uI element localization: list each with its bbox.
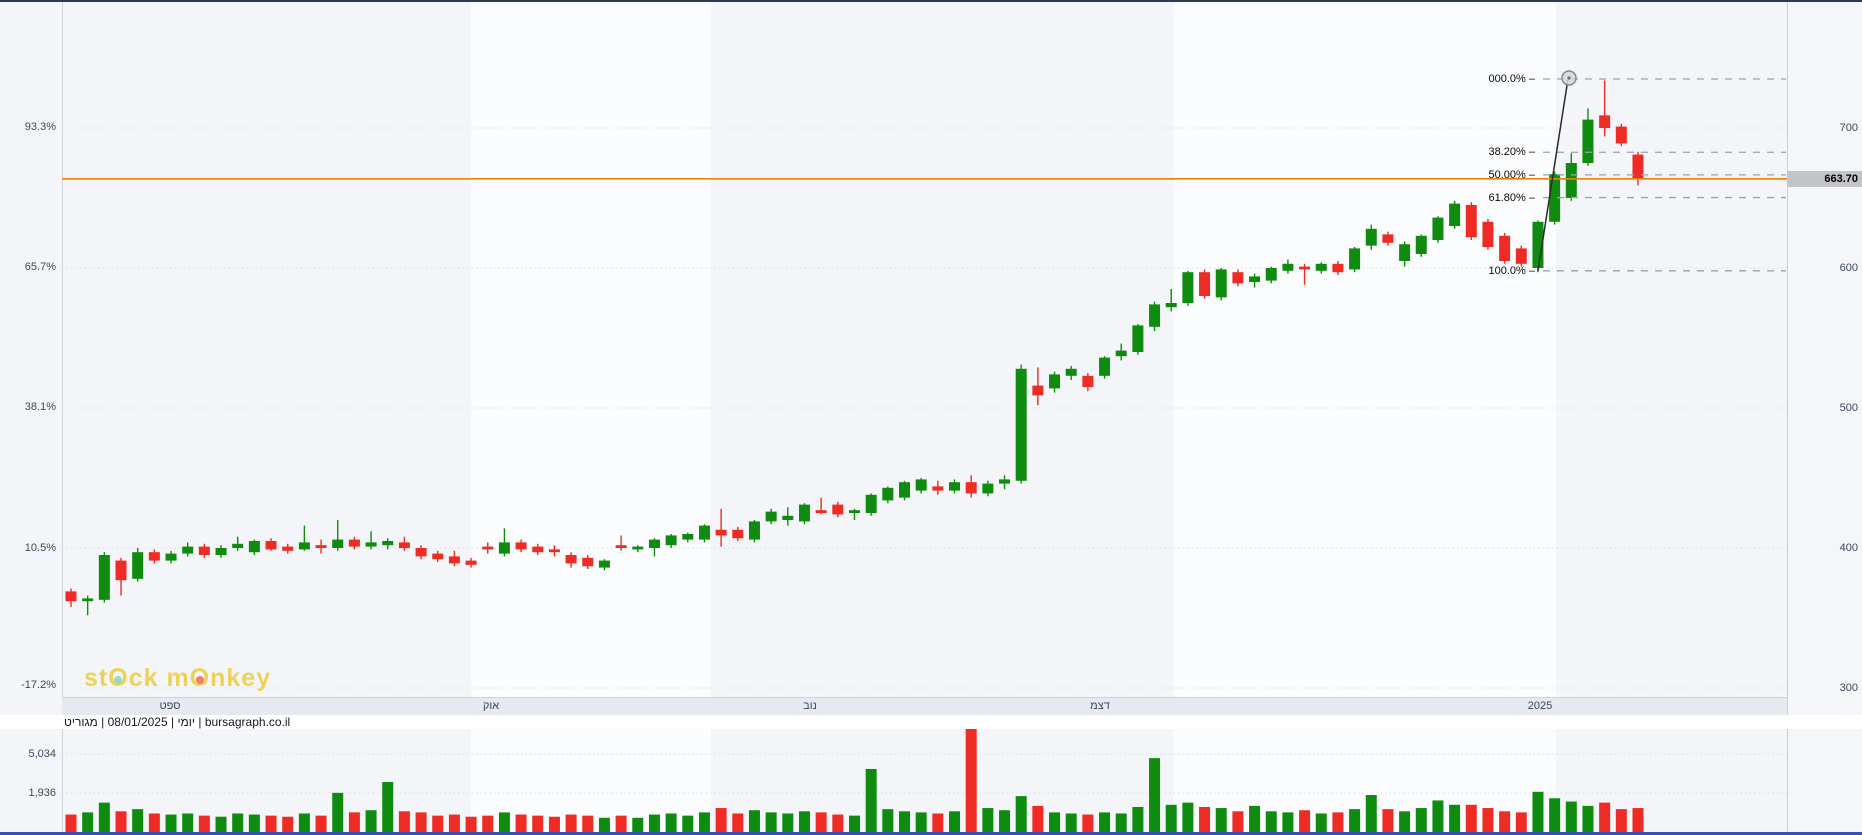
fib-level-label: 61.80% –	[1488, 191, 1535, 204]
top-edge-line	[0, 0, 1862, 2]
percent-axis-label: 65.7%	[24, 261, 56, 273]
fib-level-label: 100.0% –	[1488, 264, 1535, 277]
watermark-o-icon: O	[108, 664, 129, 692]
background-stripe	[471, 0, 711, 835]
month-label[interactable]: ספט	[159, 700, 181, 712]
current-price-tag: 663.70	[1787, 171, 1862, 187]
watermark-text: st	[84, 664, 109, 692]
watermark: stOck mOnkey	[84, 664, 272, 692]
price-axis-label: 300	[1839, 682, 1858, 694]
month-label[interactable]: אוק	[482, 700, 500, 712]
time-axis[interactable]: ספט אוק נוב דצמ 2025	[62, 697, 1787, 716]
price-axis[interactable]	[1787, 0, 1862, 835]
status-bar: יומי | 08/01/2025 | מגוריט | bursagraph.…	[0, 715, 1862, 729]
price-axis-label: 700	[1839, 122, 1858, 134]
status-text: יומי | 08/01/2025 | מגוריט | bursagraph.…	[64, 715, 291, 729]
fib-level-label: 38.20% –	[1488, 146, 1535, 159]
percent-axis[interactable]	[0, 0, 62, 835]
percent-axis-label: 38.1%	[24, 401, 56, 413]
month-label[interactable]: דצמ	[1090, 700, 1110, 712]
volume-axis-label: 5,034	[28, 748, 56, 760]
month-label[interactable]: 2025	[1527, 700, 1553, 712]
price-axis-label: 500	[1839, 402, 1858, 414]
fib-level-label: 50.00% –	[1488, 168, 1535, 181]
percent-axis-label: -17.2%	[21, 679, 56, 691]
price-axis-label: 400	[1839, 542, 1858, 554]
price-axis-label: 600	[1839, 262, 1858, 274]
volume-axis-label: 1,936	[28, 787, 56, 799]
plot-background[interactable]	[62, 0, 1788, 835]
background-stripe	[1174, 0, 1556, 835]
month-label[interactable]: נוב	[803, 700, 817, 712]
percent-axis-label: 93.3%	[24, 121, 56, 133]
watermark-o-icon: O	[189, 664, 211, 692]
bottom-edge-line	[0, 832, 1862, 835]
percent-axis-label: 10.5%	[24, 542, 56, 554]
fib-level-label: 000.0% –	[1488, 73, 1535, 85]
